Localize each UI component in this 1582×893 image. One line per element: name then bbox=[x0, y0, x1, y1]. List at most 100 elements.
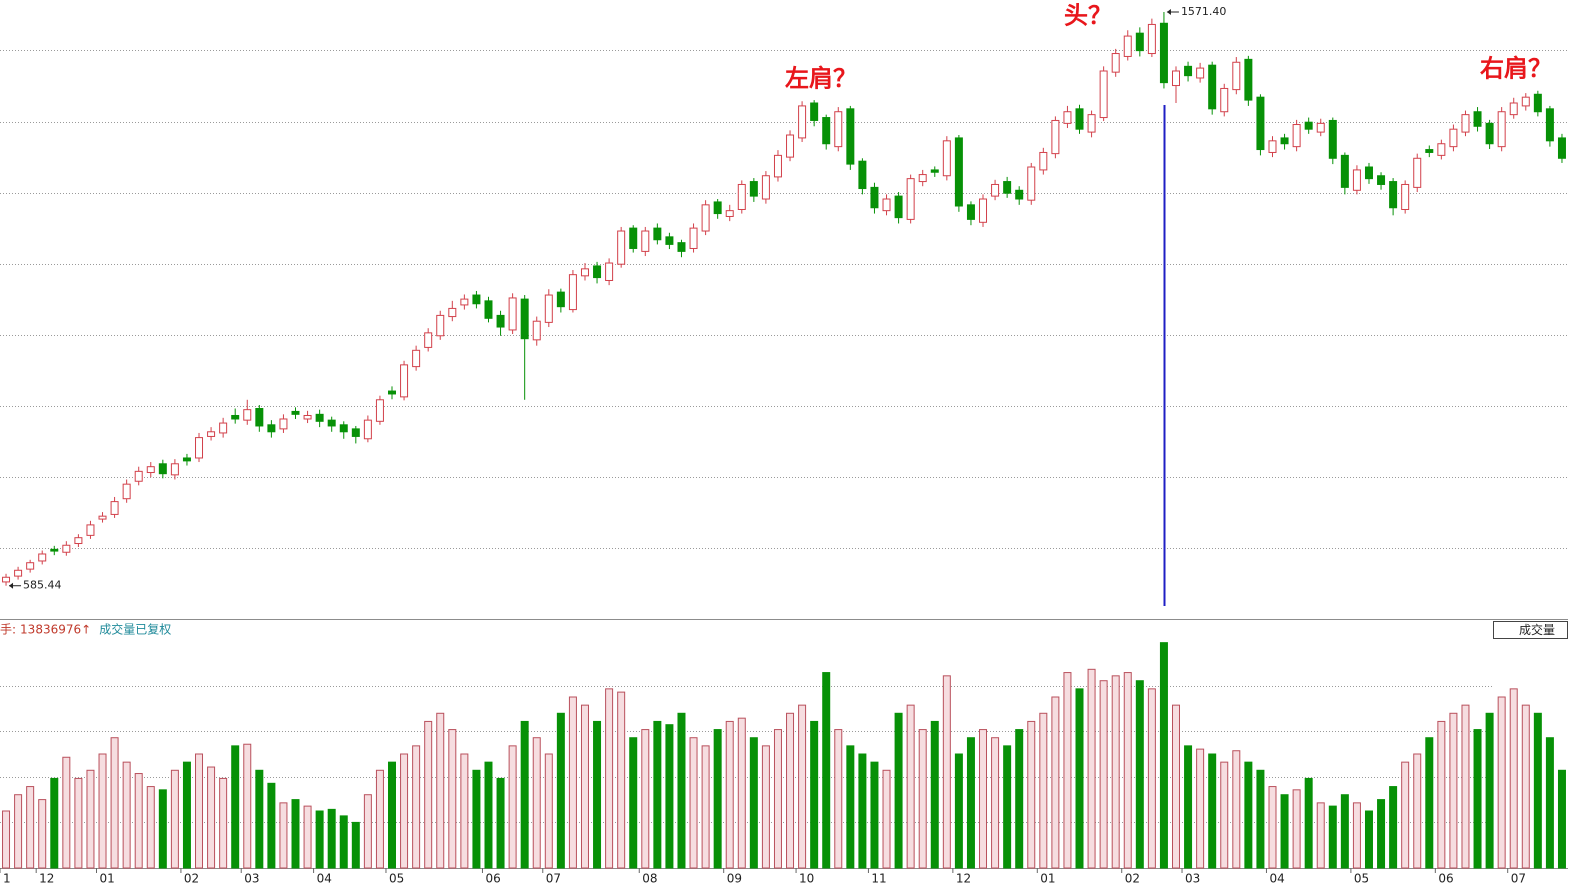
candle-body bbox=[170, 463, 179, 476]
volume-bar bbox=[1268, 786, 1277, 869]
candle-body bbox=[195, 437, 204, 459]
volume-bar bbox=[98, 753, 107, 869]
candle-body bbox=[689, 227, 698, 249]
volume-bar bbox=[472, 769, 481, 869]
volume-bar bbox=[1521, 704, 1530, 869]
candle-body bbox=[50, 548, 59, 552]
volume-bar bbox=[1473, 729, 1482, 869]
volume-bar bbox=[1497, 696, 1506, 869]
volume-bar bbox=[1159, 642, 1168, 869]
x-tick-label: 05 bbox=[1354, 872, 1369, 886]
volume-title: 成交量 bbox=[1519, 622, 1555, 637]
candle-body bbox=[1280, 137, 1289, 145]
volume-bar bbox=[798, 704, 807, 869]
x-tick-label: 07 bbox=[546, 872, 561, 886]
volume-bar bbox=[641, 729, 650, 869]
volume-bar bbox=[1232, 750, 1241, 869]
x-tick-label: 03 bbox=[1185, 872, 1200, 886]
candle-body bbox=[822, 117, 831, 145]
candle-body bbox=[436, 314, 445, 337]
candle-body bbox=[267, 424, 276, 433]
candle-body bbox=[930, 169, 939, 173]
volume-bar bbox=[1003, 745, 1012, 869]
volume-bar bbox=[1316, 802, 1325, 869]
volume-bar bbox=[991, 737, 1000, 869]
volume-bar bbox=[930, 720, 939, 869]
candle-body bbox=[882, 198, 891, 212]
candle-body bbox=[1533, 93, 1542, 113]
x-tick-label: 09 bbox=[727, 872, 742, 886]
volume-bar bbox=[182, 761, 191, 869]
volume-bar bbox=[1015, 729, 1024, 869]
candle-body bbox=[351, 428, 360, 437]
volume-bar bbox=[74, 777, 83, 869]
candle-body bbox=[1304, 121, 1313, 130]
volume-title-box bbox=[1493, 621, 1568, 639]
volume-readout: 成交量已复权 bbox=[99, 622, 171, 637]
candle-body bbox=[1208, 64, 1217, 110]
volume-bar bbox=[1401, 761, 1410, 869]
volume-bar bbox=[1256, 769, 1265, 869]
volume-bar bbox=[665, 724, 674, 869]
x-tick-label: 03 bbox=[244, 872, 259, 886]
volume-bar bbox=[918, 729, 927, 869]
candle-body bbox=[26, 562, 35, 570]
volume-bar bbox=[713, 729, 722, 869]
candle-body bbox=[1364, 166, 1373, 180]
volume-bar bbox=[255, 769, 264, 869]
volume-bar bbox=[1340, 794, 1349, 869]
candle-body bbox=[375, 399, 384, 422]
volume-bar bbox=[303, 805, 312, 869]
candle-body bbox=[1401, 183, 1410, 210]
volume-bar bbox=[448, 729, 457, 869]
volume-bar bbox=[954, 753, 963, 869]
volume-bar bbox=[1135, 680, 1144, 869]
min-arrow bbox=[9, 582, 14, 589]
candle-body bbox=[1340, 154, 1349, 188]
candle-body bbox=[1196, 67, 1205, 79]
volume-bar bbox=[1352, 802, 1361, 869]
volume-bar bbox=[219, 777, 228, 869]
volume-bar bbox=[1172, 704, 1180, 869]
volume-bar bbox=[1461, 704, 1470, 869]
x-tick-label: 05 bbox=[389, 872, 404, 886]
candle-body bbox=[1413, 157, 1422, 188]
candle-body bbox=[677, 242, 686, 252]
candle-body bbox=[737, 183, 746, 210]
volume-bar bbox=[966, 737, 975, 869]
volume-bar bbox=[460, 753, 469, 869]
volume-bar bbox=[568, 696, 577, 869]
candle-body bbox=[1051, 119, 1060, 155]
volume-bar bbox=[231, 745, 240, 869]
candle-body bbox=[1027, 166, 1036, 201]
annotation: 右肩？ bbox=[1480, 54, 1552, 83]
volume-bar bbox=[593, 720, 602, 869]
candle-body bbox=[460, 298, 469, 306]
volume-bar bbox=[894, 712, 903, 869]
candle-body bbox=[906, 178, 915, 220]
volume-bar bbox=[1039, 712, 1048, 869]
candle-body bbox=[412, 349, 421, 368]
candle-body bbox=[1244, 58, 1253, 101]
candle-body bbox=[1557, 137, 1566, 159]
candle-body bbox=[508, 297, 517, 331]
candle-body bbox=[243, 409, 252, 421]
candle-body bbox=[834, 111, 843, 148]
candle-body bbox=[1545, 108, 1554, 142]
volume-bar bbox=[1509, 688, 1518, 869]
candle-body bbox=[617, 230, 626, 265]
volume-bar bbox=[1533, 712, 1542, 869]
candle-body bbox=[979, 198, 988, 223]
volume-bar bbox=[327, 808, 336, 869]
candle-body bbox=[605, 262, 614, 281]
candle-body bbox=[315, 413, 324, 422]
volume-bar bbox=[749, 737, 758, 869]
candle-body bbox=[182, 457, 191, 462]
volume-bar bbox=[2, 810, 11, 869]
volume-bar bbox=[279, 802, 288, 869]
volume-bar bbox=[580, 704, 589, 869]
volume-bar bbox=[761, 745, 770, 869]
candle-body bbox=[146, 466, 155, 474]
volume-bar bbox=[617, 691, 626, 869]
candle-body bbox=[1232, 61, 1241, 91]
